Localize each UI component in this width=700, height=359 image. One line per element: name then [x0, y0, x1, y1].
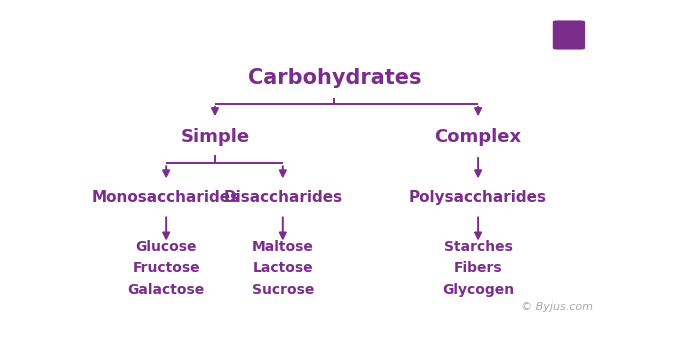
- Text: The Learning App: The Learning App: [603, 43, 664, 50]
- Text: Starches
Fibers
Glycogen: Starches Fibers Glycogen: [442, 240, 514, 297]
- Text: © Byjus.com: © Byjus.com: [521, 302, 593, 312]
- Text: Polysaccharides: Polysaccharides: [409, 190, 547, 205]
- Text: Complex: Complex: [435, 128, 522, 146]
- Text: Disaccharides: Disaccharides: [223, 190, 342, 205]
- Text: BYJU'S: BYJU'S: [608, 20, 659, 34]
- Text: Monosaccharides: Monosaccharides: [92, 190, 240, 205]
- Text: Simple: Simple: [181, 128, 250, 146]
- Text: Glucose
Fructose
Galactose: Glucose Fructose Galactose: [127, 240, 205, 297]
- FancyBboxPatch shape: [541, 13, 597, 57]
- Text: Maltose
Lactose
Sucrose: Maltose Lactose Sucrose: [251, 240, 314, 297]
- FancyBboxPatch shape: [553, 20, 585, 50]
- Text: Carbohydrates: Carbohydrates: [248, 67, 421, 88]
